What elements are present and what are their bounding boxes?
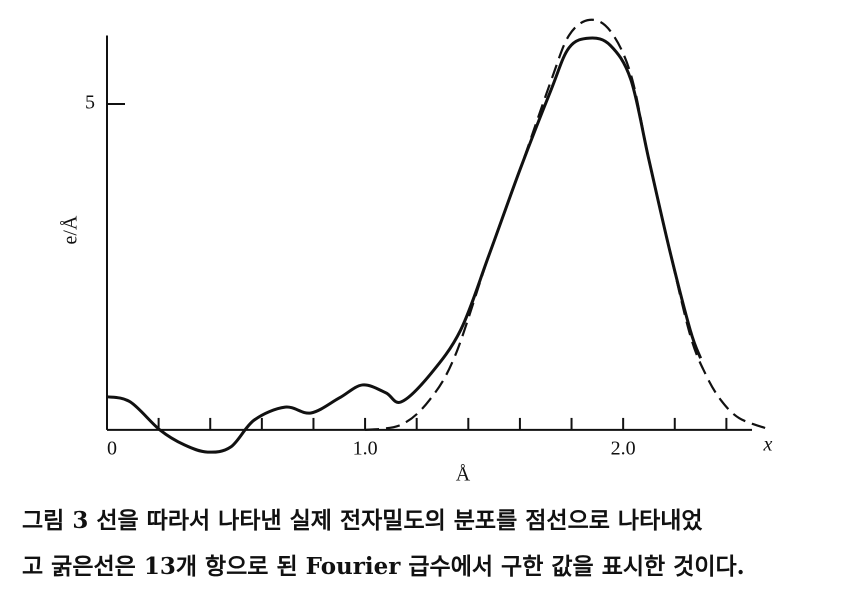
caption-line: 그림 3 선을 따라서 나타낸 실제 전자밀도의 분포를 점선으로 나타내었	[22, 507, 703, 534]
x-tick-label: 1.0	[353, 438, 378, 460]
caption-line: 고 굵은선은 13개 항으로 된 Fourier 급수에서 구한 값을 표시한 …	[22, 553, 745, 580]
solid-line	[106, 36, 702, 454]
dashed-line	[364, 18, 766, 432]
axis-end-label: x	[763, 434, 773, 456]
y-tick-label: 5	[85, 92, 95, 114]
x-tick-label: 2.0	[611, 438, 636, 460]
x-tick-label: 0	[107, 438, 117, 460]
x-axis-label: Å	[456, 464, 471, 486]
y-axis-label: e/Å	[60, 215, 82, 244]
